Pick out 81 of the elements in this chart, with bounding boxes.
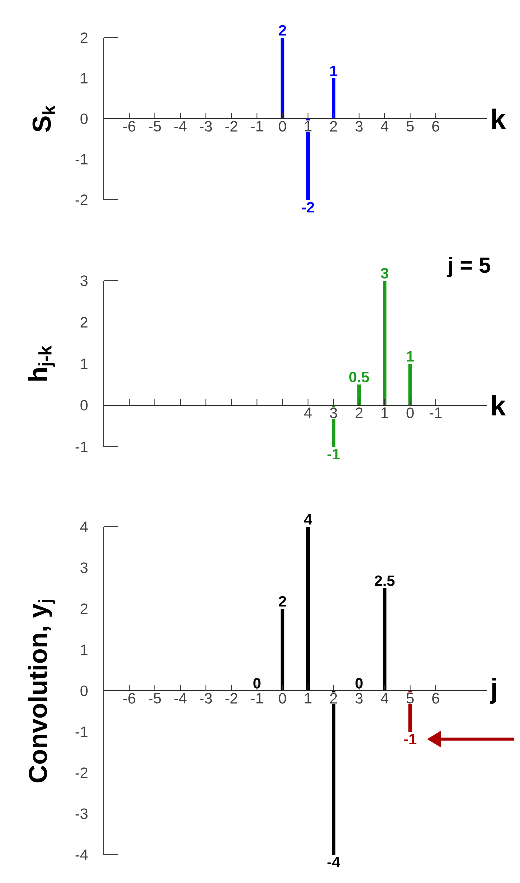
bar	[358, 384, 362, 406]
x-tick-label: -4	[174, 121, 187, 132]
x-tick-label: 1	[382, 408, 388, 418]
y-tick-label: -1	[76, 442, 88, 452]
x-tick-label: -1	[430, 408, 442, 418]
data-label: 1	[330, 66, 338, 76]
x-tick-label: 6	[432, 121, 440, 132]
x-tick-label: 4	[381, 693, 389, 704]
data-label: -2	[302, 202, 314, 213]
data-label: 0.5	[350, 372, 370, 383]
y-tick-label: 3	[80, 562, 88, 574]
y-axis-title: S$_{k}$	[32, 106, 56, 132]
data-label: 0	[356, 678, 363, 689]
data-label: 4	[304, 514, 312, 525]
x-tick-label: 4	[381, 121, 389, 132]
data-label: 3	[381, 268, 388, 279]
y-tick-label: 0	[80, 686, 88, 696]
bar	[280, 609, 285, 691]
x-tick-label: -5	[149, 693, 162, 704]
y-tick-label: -2	[76, 768, 88, 778]
x-tick-label: -2	[226, 121, 238, 132]
y-axis-title: h$_{j-k}$	[28, 346, 56, 381]
y-tick-label: 1	[81, 73, 88, 84]
x-tick-label: -1	[251, 121, 264, 132]
x-tick-label: -6	[124, 693, 136, 704]
x-tick-label: 3	[356, 693, 363, 704]
x-tick-label: -3	[200, 121, 212, 132]
x-tick-label: -4	[174, 693, 187, 704]
data-label: 1	[407, 352, 414, 362]
x-tick-label: 5	[406, 121, 414, 132]
x-axis-title: k	[492, 395, 506, 416]
y-tick-label: -1	[76, 154, 88, 165]
x-tick-label: 1	[305, 693, 312, 704]
data-label: 2	[279, 25, 286, 36]
x-tick-label: 5	[406, 693, 414, 704]
y-tick-label: 0	[80, 114, 88, 124]
x-tick-label: 0	[279, 693, 286, 704]
x-tick-label: 2	[330, 121, 338, 132]
bar	[306, 527, 310, 691]
bar	[383, 588, 387, 691]
data-label: -1	[404, 734, 417, 744]
data-label: 0	[254, 678, 261, 689]
bar	[332, 691, 336, 855]
x-tick-label: 3	[356, 121, 363, 132]
x-tick-label: 1	[305, 121, 312, 132]
y-axis-title: Convolution, y$_{j}$	[28, 600, 56, 783]
y-tick-label: -4	[76, 850, 88, 860]
bar	[280, 38, 285, 119]
x-tick-label: 0	[279, 121, 286, 132]
bar	[332, 78, 336, 119]
y-tick-label: 0	[80, 400, 88, 411]
bar	[408, 364, 412, 406]
y-tick-label: 1	[81, 358, 88, 370]
y-tick-label: -1	[76, 726, 88, 738]
y-tick-label: 2	[80, 32, 88, 44]
x-tick-label: 3	[330, 408, 338, 418]
x-tick-label: -2	[226, 693, 238, 704]
y-tick-label: 2	[80, 317, 88, 328]
x-axis-title: j	[490, 678, 496, 704]
x-tick-label: -6	[124, 121, 136, 132]
text: j = 5	[448, 257, 491, 278]
data-label: 2.5	[374, 576, 395, 586]
x-tick-label: -3	[200, 693, 212, 704]
y-tick-label: 4	[80, 522, 88, 532]
data-label: -4	[328, 857, 340, 868]
y-tick-label: -3	[76, 808, 88, 820]
x-tick-label: 0	[406, 408, 414, 418]
y-tick-label: 2	[80, 604, 88, 614]
data-label: 2	[279, 596, 286, 607]
x-tick-label: -5	[149, 121, 162, 132]
x-tick-label: -1	[251, 693, 264, 704]
y-tick-label: 1	[81, 644, 88, 656]
x-axis-title: k	[492, 108, 506, 130]
y-tick-label: -2	[76, 194, 88, 206]
bar	[383, 280, 387, 406]
x-tick-label: 4	[304, 408, 312, 418]
x-tick-label: 6	[432, 693, 440, 704]
data-label: -1	[328, 449, 340, 460]
y-tick-label: 3	[80, 276, 88, 286]
x-tick-label: 2	[356, 408, 363, 418]
x-tick-label: 2	[330, 693, 338, 704]
